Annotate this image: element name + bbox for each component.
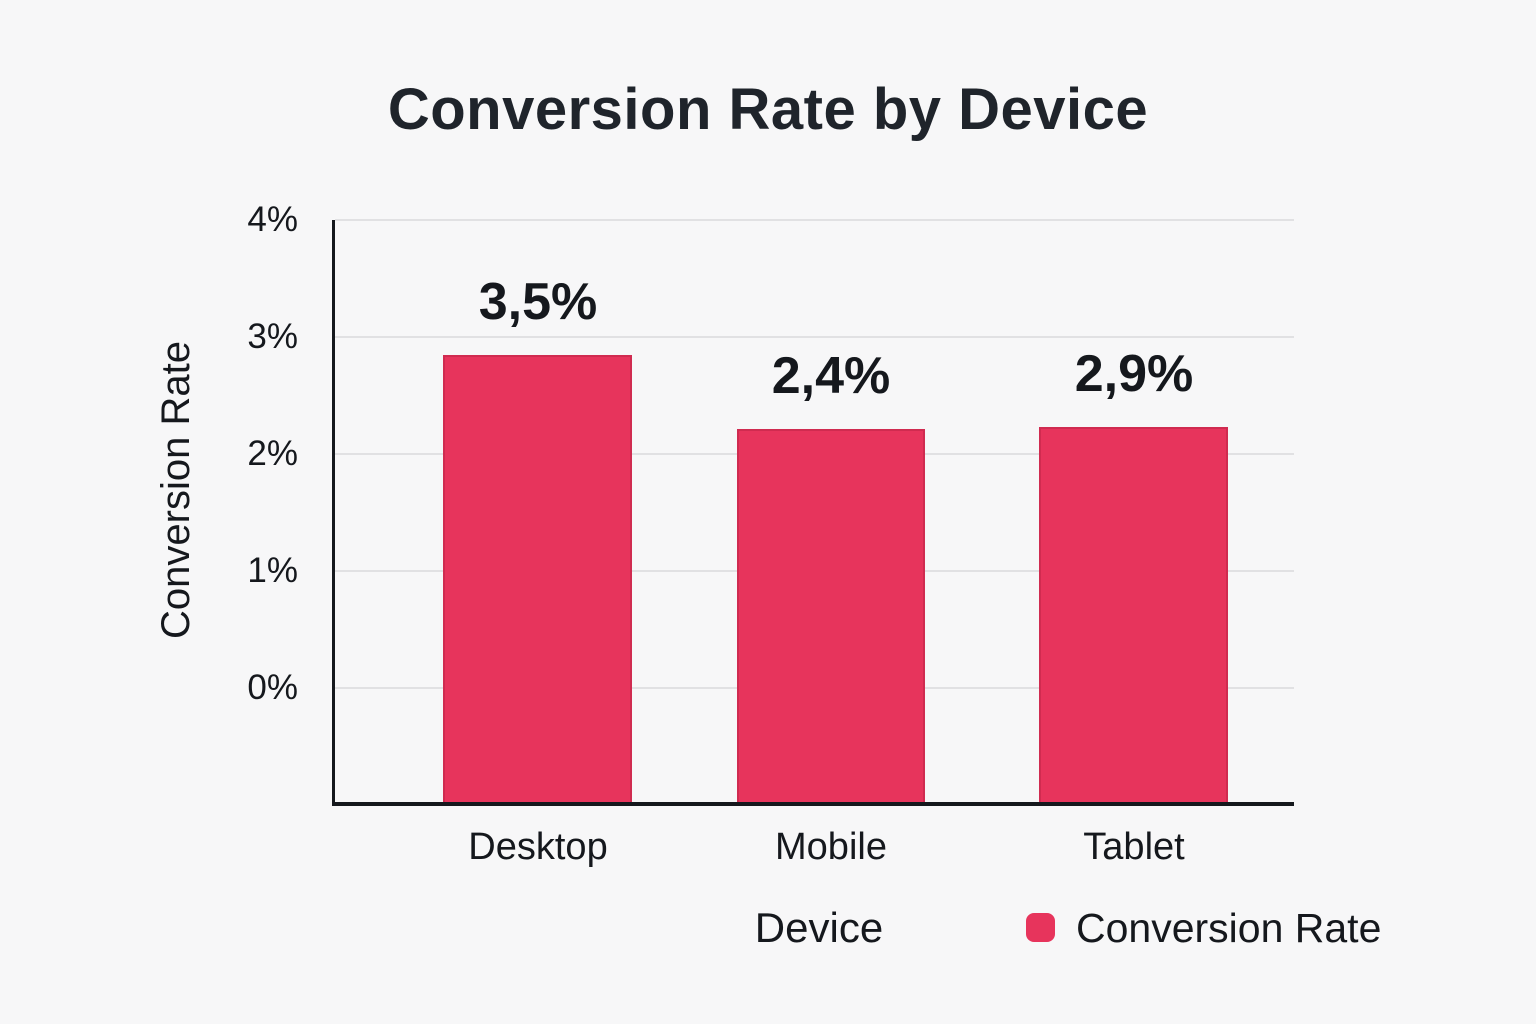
y-tick-4pct: 4% <box>247 200 298 239</box>
y-tick-2pct: 2% <box>247 434 298 473</box>
y-axis-line <box>332 220 335 805</box>
gridline-3pct <box>335 336 1294 338</box>
x-axis-title: Device <box>754 904 884 951</box>
bar-tablet <box>1039 427 1228 806</box>
bar-value-label-tablet: 2,9% <box>1074 345 1194 403</box>
y-tick-3pct: 3% <box>247 317 298 356</box>
y-tick-1pct: 1% <box>247 551 298 590</box>
chart-title: Conversion Rate by Device <box>387 77 1149 142</box>
x-tick-desktop: Desktop <box>468 826 608 868</box>
x-tick-mobile: Mobile <box>775 826 887 868</box>
bar-value-label-mobile: 2,4% <box>771 347 891 405</box>
x-tick-tablet: Tablet <box>1083 826 1185 868</box>
legend-label: Conversion Rate <box>1076 905 1382 951</box>
bar-desktop <box>443 355 632 806</box>
gridline-4pct <box>335 219 1294 221</box>
bar-mobile <box>737 429 925 806</box>
x-axis-line <box>332 802 1294 806</box>
bar-value-label-desktop: 3,5% <box>478 273 598 331</box>
y-tick-0pct: 0% <box>247 668 298 707</box>
legend-swatch-icon <box>1026 913 1055 942</box>
